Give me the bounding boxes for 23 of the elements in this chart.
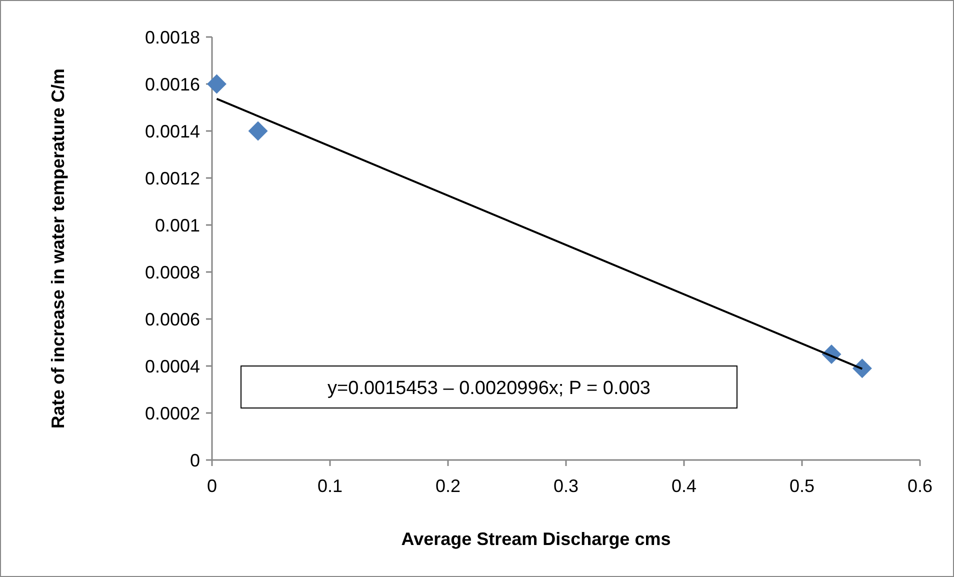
x-tick-label: 0 — [206, 476, 218, 496]
x-axis-title: Average Stream Discharge cms — [401, 529, 671, 549]
y-tick-label: 0.0006 — [144, 309, 200, 330]
x-tick-label: 0.2 — [435, 476, 461, 496]
x-tick-label: 0.5 — [789, 476, 815, 496]
y-tick-label: 0 — [190, 450, 200, 470]
point — [206, 74, 226, 94]
y-tick-label: 0.0018 — [144, 27, 200, 48]
y-tick-label: 0.0002 — [144, 403, 200, 424]
y-tick-label: 0.0014 — [144, 121, 200, 142]
y-axis-title: Rate of increase in water temperature C/m — [47, 68, 69, 429]
point — [852, 358, 872, 378]
x-tick-label: 0.3 — [553, 476, 579, 496]
x-tick-label: 0.6 — [907, 476, 933, 496]
y-tick-label: 0.0016 — [144, 74, 200, 94]
y-tick-label: 0.0012 — [144, 168, 200, 188]
x-tick-label: 0.1 — [317, 476, 343, 496]
x-tick-label: 0.4 — [671, 476, 697, 496]
y-tick-label: 0.0004 — [144, 356, 200, 376]
annotation: y=0.0015453 – 0.0020996x; P = 0.003 — [328, 378, 650, 399]
y-tick-label: 0.001 — [154, 215, 200, 236]
y-tick-label: 0.0008 — [144, 262, 200, 282]
point — [248, 121, 268, 141]
